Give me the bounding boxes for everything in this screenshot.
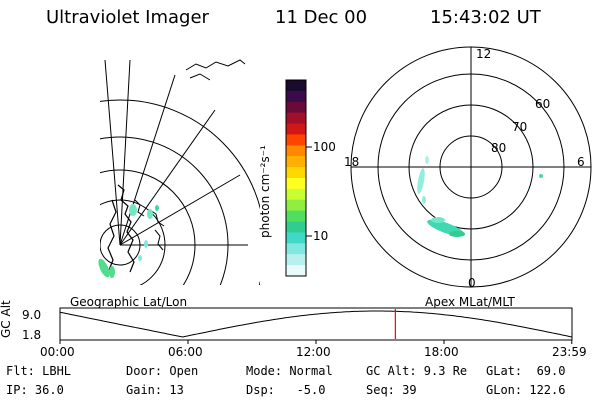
dsp-info: Dsp: -5.0: [246, 383, 326, 397]
colorbar-swatch: [286, 123, 306, 136]
colorbar-tick-10: 10: [313, 229, 329, 243]
colorbar-swatch: [286, 80, 306, 92]
instrument-title: Ultraviolet Imager: [46, 7, 209, 28]
time-label: 15:43:02 UT: [430, 7, 541, 28]
mlt-12-label: 12: [476, 47, 492, 61]
colorbar-swatch: [286, 243, 306, 255]
colorbar-swatch: [286, 90, 306, 103]
colorbar-swatch: [286, 199, 306, 212]
timeline-tick-2: 12:00: [296, 345, 331, 359]
door-info: Door: Open: [126, 364, 199, 378]
colorbar-swatch: [286, 156, 306, 168]
timeline-tick-0: 00:00: [40, 345, 75, 359]
timeline-ymin: 1.8: [22, 328, 42, 342]
gc-alt-info: GC Alt: 9.3 Re: [366, 364, 468, 378]
colorbar-swatch: [286, 221, 306, 234]
colorbar-swatch: [286, 134, 306, 146]
mlat-60-label: 60: [535, 97, 551, 111]
colorbar-swatch: [286, 210, 306, 223]
seq-info: Seq: 39: [366, 383, 417, 397]
mode-info: Mode: Normal: [246, 364, 333, 378]
timeline-tick-1: 06:00: [168, 345, 203, 359]
mlat-80-label: 80: [491, 141, 507, 155]
colorbar-swatch: [286, 112, 306, 125]
geographic-caption: Geographic Lat/Lon: [70, 295, 188, 309]
timeline-ymax: 9.0: [22, 308, 42, 322]
colorbar-swatch: [286, 265, 306, 277]
date-label: 11 Dec 00: [275, 7, 368, 28]
colorbar-swatch: [286, 188, 306, 201]
colorbar-swatch: [286, 167, 306, 179]
colorbar-swatch: [286, 232, 306, 244]
colorbar-tick-100: 100: [313, 140, 336, 154]
timeline-tick-3: 18:00: [424, 345, 459, 359]
colorbar-swatch: [286, 101, 306, 114]
filter-info: Flt: LBHL: [6, 364, 72, 378]
ip-info: IP: 36.0: [6, 383, 64, 397]
mlt-18-label: 18: [344, 155, 360, 169]
colorbar-swatch: [286, 254, 306, 266]
mlt-0-label: 0: [468, 276, 476, 290]
glat-info: GLat: 69.0: [486, 364, 566, 378]
colorbar-swatch: [286, 145, 306, 157]
timeline-ylabel: GC Alt: [0, 300, 13, 338]
mlt-6-label: 6: [577, 155, 585, 169]
timeline-tick-4: 23:59: [552, 345, 587, 359]
mlat-70-label: 70: [512, 120, 528, 134]
gain-info: Gain: 13: [126, 383, 184, 397]
colorbar-swatch: [286, 178, 306, 190]
magnetic-caption: Apex MLat/MLT: [425, 295, 515, 309]
colorbar-unit-label: photon cm⁻²s⁻¹: [258, 145, 272, 238]
colorbar: [286, 80, 306, 277]
glon-info: GLon: 122.6: [486, 383, 566, 397]
